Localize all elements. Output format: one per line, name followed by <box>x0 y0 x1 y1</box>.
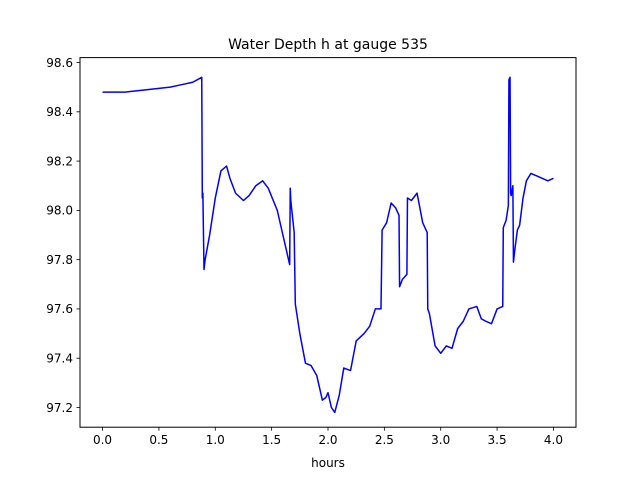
y-axis: 97.2 97.4 97.6 97.8 98.0 98.2 98.4 98.6 <box>46 56 80 415</box>
chart-title: Water Depth h at gauge 535 <box>228 37 428 53</box>
y-tick-label: 97.2 <box>46 401 73 415</box>
axes-frame <box>79 57 577 428</box>
x-tick-label: 0.0 <box>93 433 112 447</box>
y-tick-label: 97.6 <box>46 302 73 316</box>
x-tick-label: 3.0 <box>431 433 450 447</box>
x-tick-label: 4.0 <box>544 433 563 447</box>
y-tick-label: 98.4 <box>46 105 73 119</box>
y-tick-label: 97.4 <box>46 352 73 366</box>
x-tick-label: 1.5 <box>262 433 281 447</box>
x-tick-label: 3.5 <box>488 433 507 447</box>
x-tick-label: 1.0 <box>206 433 225 447</box>
x-tick-label: 2.0 <box>318 433 337 447</box>
y-tick-label: 98.2 <box>46 154 73 168</box>
x-axis: 0.0 0.5 1.0 1.5 2.0 2.5 3.0 3.5 4.0 <box>93 427 563 447</box>
x-tick-label: 0.5 <box>149 433 168 447</box>
x-tick-label: 2.5 <box>375 433 394 447</box>
plot-area <box>102 76 554 414</box>
y-tick-label: 98.6 <box>46 56 73 70</box>
x-axis-label: hours <box>311 456 345 470</box>
series-line <box>102 76 554 414</box>
y-tick-label: 97.8 <box>46 253 73 267</box>
y-tick-label: 98.0 <box>46 204 73 218</box>
